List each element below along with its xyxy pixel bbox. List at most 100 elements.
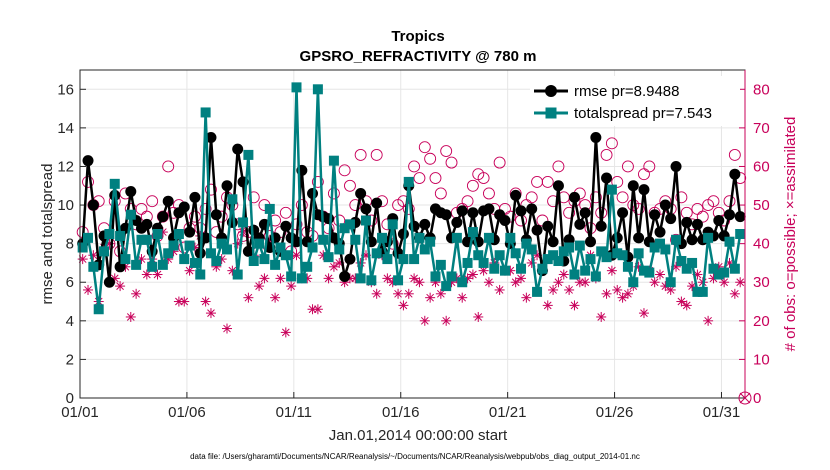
obs-possible-point bbox=[333, 214, 346, 227]
rmse-point bbox=[670, 160, 682, 172]
y-tick-label: 12 bbox=[57, 158, 74, 175]
rmse-point bbox=[729, 168, 741, 180]
totalspread-point bbox=[254, 238, 265, 249]
totalspread-point bbox=[195, 269, 206, 280]
totalspread-point bbox=[99, 246, 110, 257]
totalspread-point bbox=[275, 242, 286, 253]
chart-subtitle: GPSRO_REFRACTIVITY @ 780 m bbox=[300, 48, 537, 65]
totalspread-point bbox=[141, 234, 152, 245]
rmse-point bbox=[633, 232, 645, 244]
x-tick-label: 01/06 bbox=[168, 404, 206, 421]
obs-assimilated-point bbox=[115, 281, 126, 292]
totalspread-point bbox=[483, 232, 494, 243]
obs-assimilated-point bbox=[521, 292, 532, 303]
legend-spread-marker bbox=[545, 107, 557, 119]
totalspread-point bbox=[457, 277, 468, 288]
obs-assimilated-point bbox=[601, 288, 612, 299]
totalspread-point bbox=[307, 242, 318, 253]
obs-assimilated-point bbox=[393, 288, 404, 299]
totalspread-point bbox=[574, 240, 585, 251]
totalspread-point bbox=[729, 263, 740, 274]
totalspread-point bbox=[179, 254, 190, 265]
rmse-point bbox=[681, 216, 693, 228]
totalspread-point bbox=[596, 246, 607, 257]
y2-tick-labels: 0 10 20 30 40 50 60 70 80 bbox=[753, 81, 770, 407]
totalspread-point bbox=[505, 232, 516, 243]
y-tick-label: 10 bbox=[57, 197, 74, 214]
obs-assimilated-point bbox=[131, 288, 142, 299]
totalspread-point bbox=[462, 257, 473, 268]
totalspread-point bbox=[708, 263, 719, 274]
obs-assimilated-point bbox=[200, 296, 211, 307]
obs-possible-point bbox=[279, 206, 292, 219]
rmse-point bbox=[526, 203, 538, 215]
y-axis-label: rmse and totalspread bbox=[39, 164, 56, 305]
totalspread-point bbox=[703, 232, 714, 243]
totalspread-point bbox=[435, 259, 446, 270]
obs-assimilated-point bbox=[548, 284, 559, 295]
y2-tick-label: 40 bbox=[753, 236, 770, 253]
y2-tick-label: 0 bbox=[753, 390, 761, 407]
obs-possible-point bbox=[493, 156, 506, 169]
totalspread-point bbox=[189, 257, 200, 268]
totalspread-point bbox=[526, 244, 537, 255]
obs-assimilated-point bbox=[676, 296, 687, 307]
rmse-point bbox=[125, 186, 137, 198]
rmse-point bbox=[323, 213, 335, 225]
obs-assimilated-point bbox=[622, 288, 633, 299]
x-tick-label: 01/21 bbox=[489, 404, 527, 421]
totalspread-point bbox=[398, 254, 409, 265]
totalspread-point bbox=[532, 286, 543, 297]
totalspread-point bbox=[510, 248, 521, 259]
rmse-point bbox=[654, 226, 666, 238]
obs-possible-point bbox=[429, 172, 442, 184]
totalspread-point bbox=[243, 149, 254, 160]
obs-assimilated-point bbox=[612, 284, 623, 295]
rmse-point bbox=[467, 207, 479, 219]
totalspread-point bbox=[521, 238, 532, 249]
y2-tick-label: 70 bbox=[753, 120, 770, 137]
rmse-point bbox=[87, 199, 99, 211]
totalspread-point bbox=[441, 281, 452, 292]
obs-assimilated-point bbox=[435, 288, 446, 299]
totalspread-point bbox=[425, 236, 436, 247]
totalspread-point bbox=[104, 229, 115, 239]
obs-possible-point bbox=[424, 152, 437, 165]
y2-axis-label: # of obs: o=possible; ×=assimilated bbox=[782, 117, 799, 352]
totalspread-point bbox=[152, 229, 163, 239]
totalspread-point bbox=[713, 269, 724, 280]
rmse-point bbox=[184, 226, 196, 238]
rmse-point bbox=[713, 214, 725, 226]
totalspread-point bbox=[409, 254, 420, 265]
rmse-point bbox=[515, 205, 527, 217]
y2-tick-label: 80 bbox=[753, 81, 770, 98]
y-tick-label: 8 bbox=[66, 236, 74, 253]
obs-assimilated-point bbox=[205, 308, 216, 319]
obs-assimilated-point bbox=[125, 311, 136, 322]
rmse-point bbox=[232, 143, 244, 155]
totalspread-point bbox=[147, 261, 158, 272]
totalspread-point bbox=[553, 256, 564, 267]
totalspread-point bbox=[681, 263, 692, 274]
obs-assimilated-point bbox=[473, 311, 484, 322]
totalspread-point bbox=[451, 232, 462, 243]
x-tick-labels: 01/01 01/06 01/11 01/16 01/21 01/26 01/31 bbox=[61, 404, 740, 421]
obs-possible-point bbox=[402, 202, 415, 215]
obs-assimilated-point bbox=[617, 292, 628, 303]
rmse-point bbox=[617, 207, 629, 219]
obs-assimilated-point bbox=[414, 277, 425, 288]
totalspread-point bbox=[366, 275, 377, 286]
totalspread-point bbox=[676, 256, 687, 267]
y-tick-label: 6 bbox=[66, 274, 74, 291]
series-totalspread bbox=[77, 82, 746, 315]
totalspread-point bbox=[655, 238, 666, 249]
rmse-point bbox=[162, 195, 174, 207]
rmse-point bbox=[627, 180, 639, 192]
obs-assimilated-point bbox=[655, 269, 666, 280]
obs-possible-point bbox=[675, 191, 688, 204]
obs-assimilated-point bbox=[270, 292, 281, 303]
obs-possible-point bbox=[525, 191, 538, 204]
obs-possible-point bbox=[466, 179, 479, 192]
obs-possible-point bbox=[247, 191, 260, 204]
obs-possible-point bbox=[418, 141, 431, 154]
